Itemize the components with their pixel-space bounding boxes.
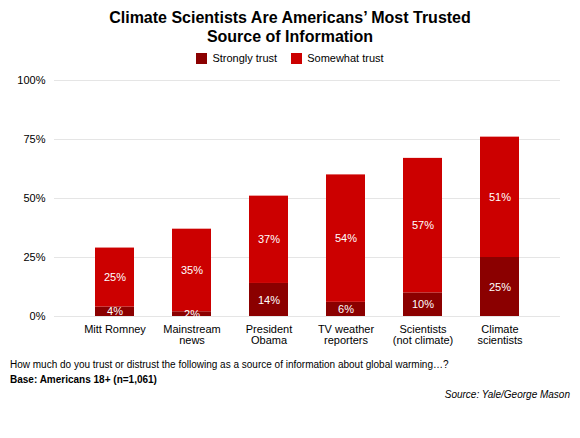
- svg-text:Scientists(not climate): Scientists(not climate): [393, 324, 454, 347]
- svg-text:4%: 4%: [107, 306, 123, 318]
- svg-text:6%: 6%: [338, 303, 354, 315]
- svg-text:Mainstreamnews: Mainstreamnews: [163, 324, 220, 347]
- html-text:Climate Scientists Are America: Climate Scientists Are Americans’ Most T…: [109, 9, 471, 46]
- html-text:Base: Americans 18+ (n=1,061): Base: Americans 18+ (n=1,061): [10, 374, 157, 386]
- html-text:Strongly trust: Strongly trust: [212, 52, 278, 65]
- svg-text:Mitt Romney: Mitt Romney: [84, 324, 146, 336]
- html-text:Somewhat trust: Somewhat trust: [307, 52, 384, 65]
- svg-text:2%: 2%: [184, 308, 200, 320]
- svg-text:TV weatherreporters: TV weatherreporters: [318, 324, 375, 347]
- html-text:Source: Yale/George Mason: Source: Yale/George Mason: [444, 389, 570, 401]
- svg-text:54%: 54%: [335, 233, 357, 245]
- svg-text:57%: 57%: [412, 220, 434, 232]
- svg-text:50%: 50%: [23, 192, 45, 204]
- svg-text:25%: 25%: [104, 271, 126, 283]
- svg-text:37%: 37%: [258, 234, 280, 246]
- svg-text:35%: 35%: [181, 264, 203, 276]
- svg-text:10%: 10%: [412, 299, 434, 311]
- svg-text:75%: 75%: [23, 133, 45, 145]
- html-text:How much do you trust or distr: How much do you trust or distrust the fo…: [10, 359, 449, 371]
- svg-text:14%: 14%: [258, 294, 280, 306]
- svg-text:25%: 25%: [23, 251, 45, 263]
- svg-text:Climatescientists: Climatescientists: [477, 324, 523, 347]
- svg-text:100%: 100%: [17, 74, 45, 86]
- svg-text:51%: 51%: [489, 191, 511, 203]
- svg-text:0%: 0%: [30, 310, 46, 322]
- svg-text:25%: 25%: [489, 281, 511, 293]
- svg-text:PresidentObama: PresidentObama: [246, 324, 292, 347]
